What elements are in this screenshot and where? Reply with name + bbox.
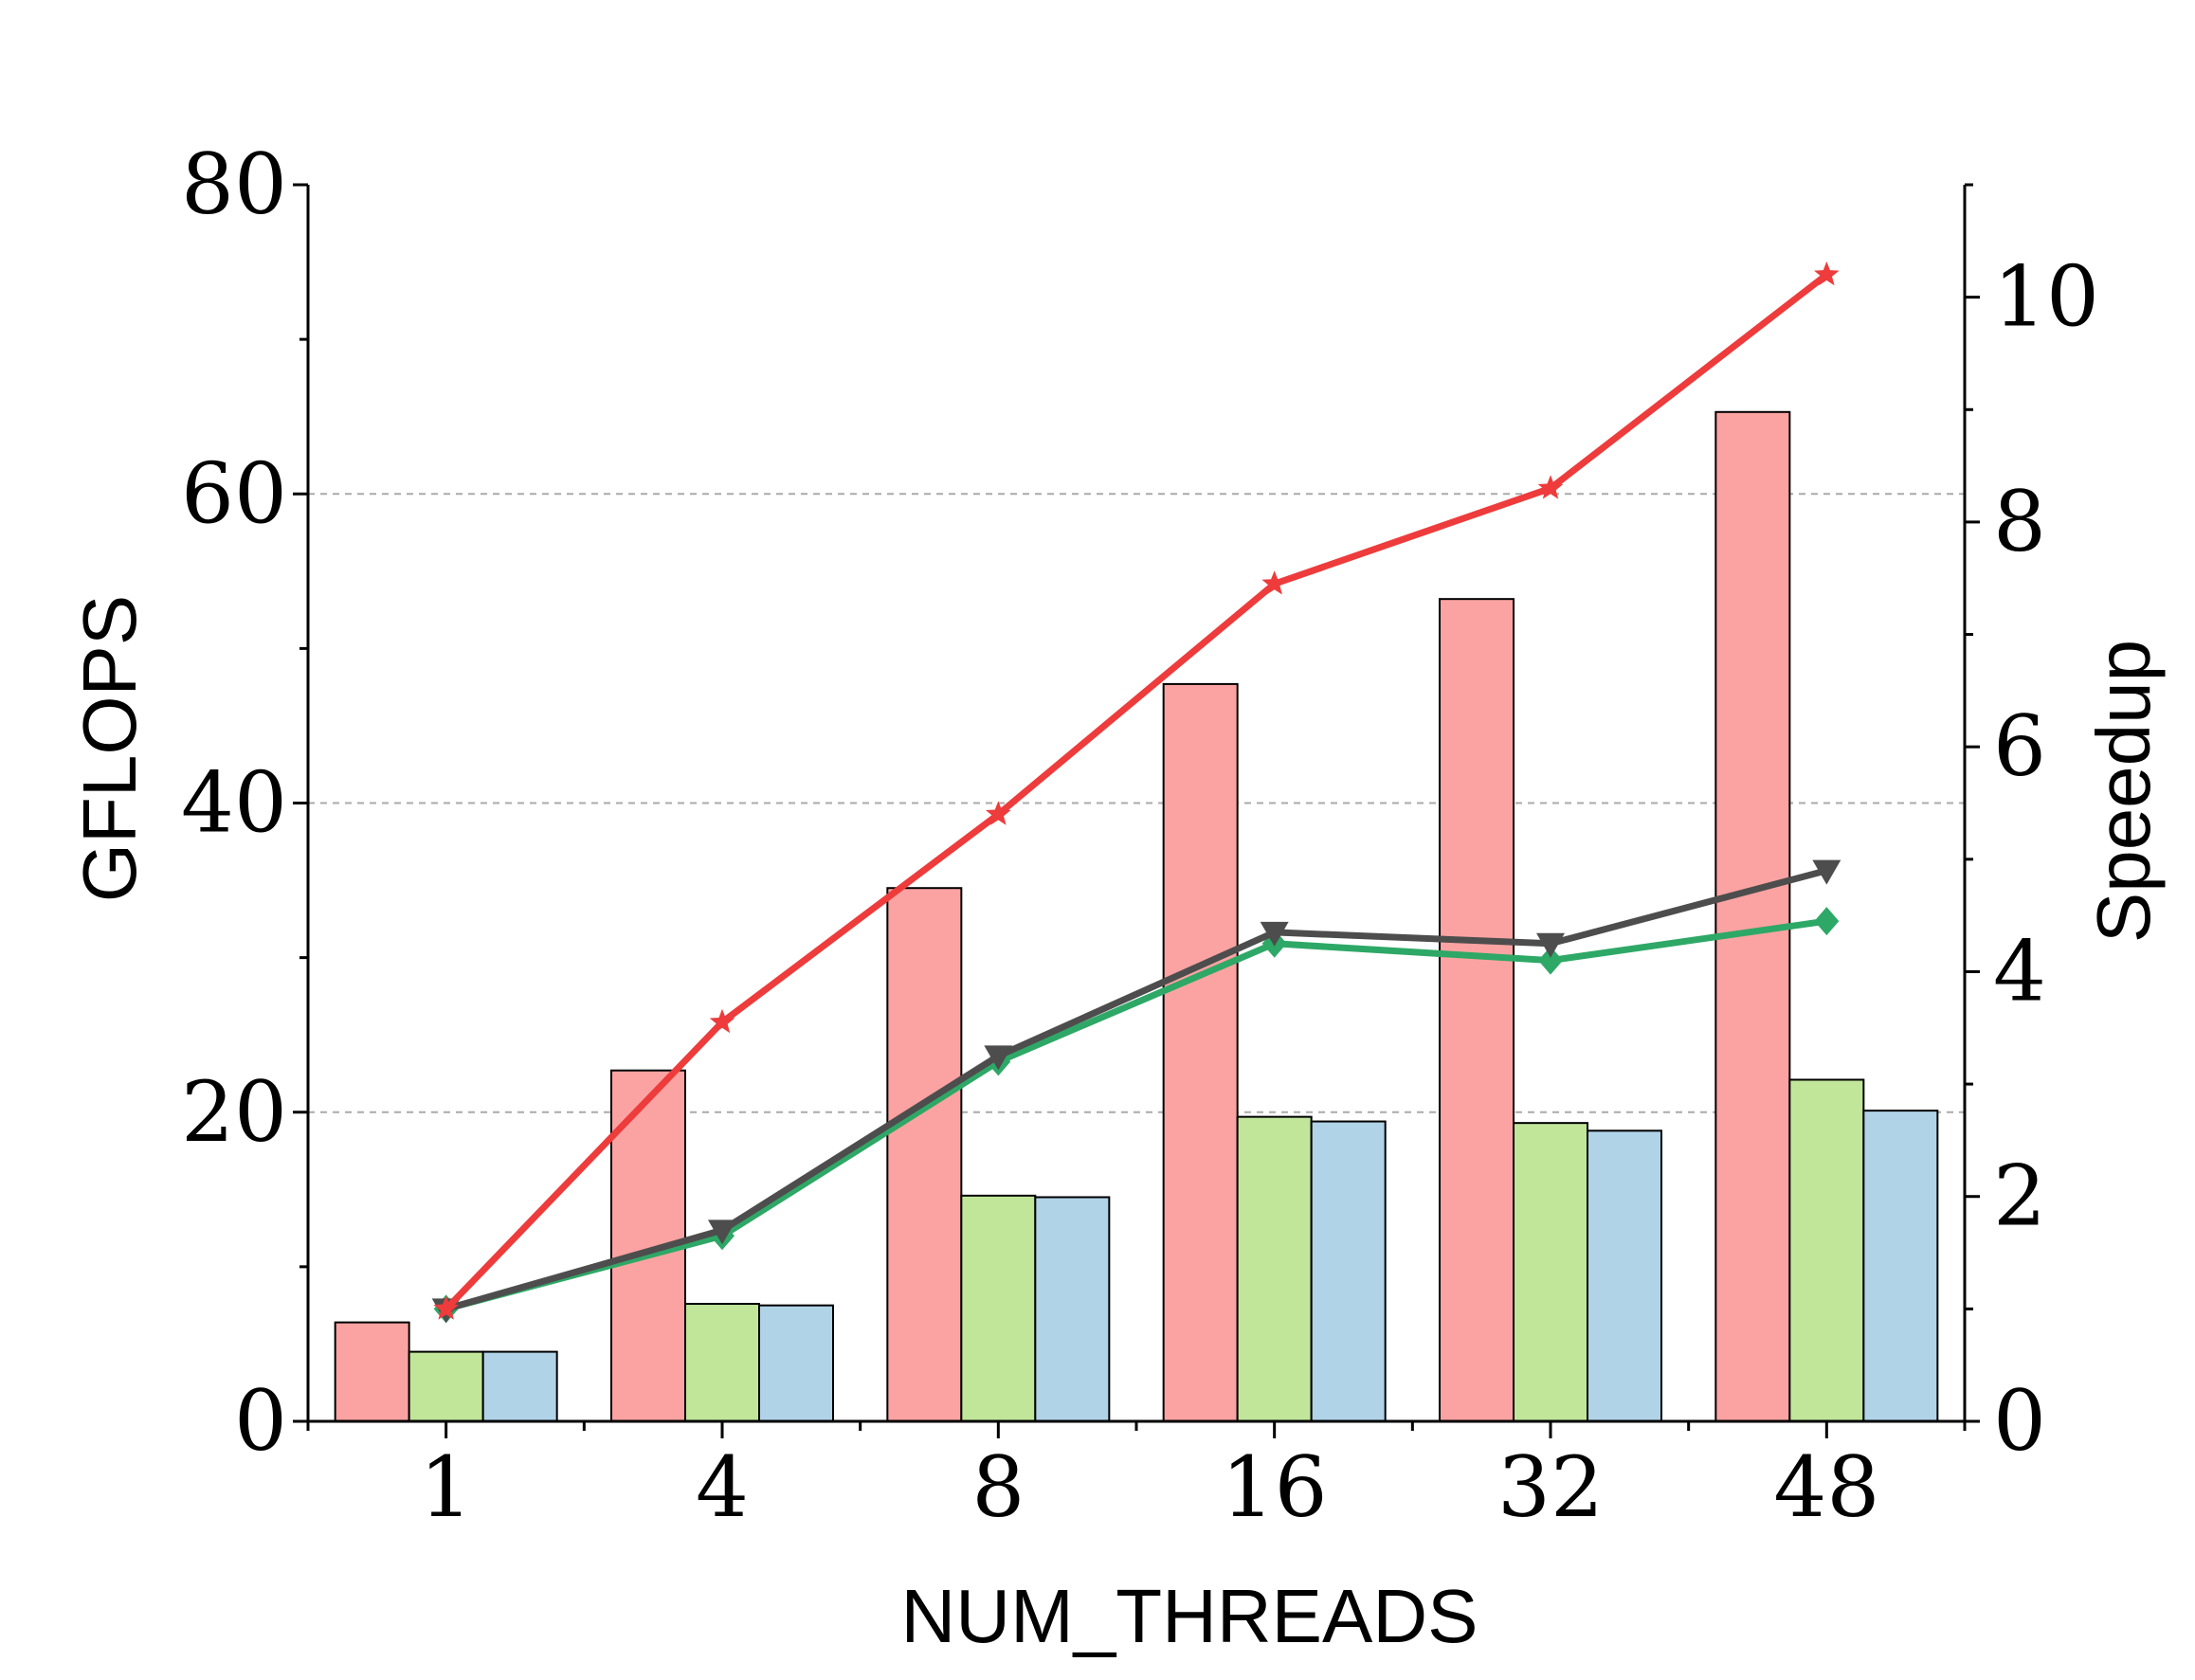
x-tick-label: 32 — [1497, 1438, 1604, 1536]
star-marker — [433, 1295, 459, 1320]
y-tick-label-right: 4 — [1993, 922, 2046, 1020]
bar — [886, 887, 963, 1422]
bar — [334, 1321, 410, 1422]
star-marker — [986, 801, 1011, 825]
bar — [1162, 682, 1239, 1422]
bar — [758, 1304, 834, 1422]
triangle-marker — [1536, 932, 1565, 958]
star-marker — [709, 1008, 735, 1034]
x-tick-label: 4 — [696, 1438, 749, 1536]
x-tick-label: 8 — [971, 1438, 1025, 1536]
bar — [1236, 1115, 1313, 1423]
triangle-marker — [1260, 921, 1289, 947]
bar — [1714, 410, 1791, 1423]
x-tick-label: 16 — [1222, 1438, 1328, 1536]
x-tick-label: 1 — [420, 1438, 473, 1536]
bar — [960, 1194, 1037, 1423]
y-tick-label-right: 0 — [1993, 1372, 2046, 1470]
y-tick-label-left: 40 — [181, 754, 287, 852]
y-tick-label-left: 0 — [234, 1372, 287, 1470]
triangle-marker — [708, 1219, 736, 1245]
y-tick-label-right: 2 — [1993, 1147, 2046, 1245]
bar — [684, 1303, 760, 1423]
bar — [1439, 598, 1515, 1422]
grid-lines — [308, 493, 1965, 1113]
y-tick-label-right: 8 — [1993, 473, 2046, 570]
bar — [1310, 1120, 1387, 1422]
y-tick-label-left: 20 — [181, 1063, 287, 1161]
triangle-marker — [1812, 859, 1841, 885]
y-axis-right-title: Speedup — [2081, 640, 2166, 943]
y-tick-label-right: 6 — [1993, 697, 2046, 795]
diamond-marker — [1814, 907, 1840, 936]
diamond-marker — [1538, 946, 1563, 975]
y-tick-label-left: 80 — [181, 135, 287, 233]
bar — [1513, 1122, 1588, 1422]
y-axis-title: GFLOPS — [67, 595, 152, 903]
y-tick-label-right: 10 — [1993, 248, 2099, 346]
speedup-line — [444, 867, 1828, 1312]
speedup-line — [444, 272, 1829, 1311]
x-tick-label: 48 — [1773, 1438, 1879, 1536]
bar — [1034, 1196, 1111, 1422]
star-marker — [1261, 570, 1287, 595]
star-marker — [1537, 475, 1564, 499]
speedup-lines — [431, 261, 1841, 1324]
bar — [481, 1350, 558, 1422]
triangle-marker — [984, 1045, 1013, 1071]
bar — [408, 1350, 484, 1422]
bar — [1587, 1129, 1662, 1422]
bar — [1862, 1110, 1939, 1423]
y-tick-label-left: 60 — [181, 444, 287, 542]
speedup-line — [444, 917, 1827, 1312]
bar — [1788, 1078, 1865, 1423]
bars — [334, 410, 1939, 1423]
x-axis-title: NUM_THREADS — [901, 1574, 1478, 1658]
star-marker — [1814, 261, 1840, 286]
